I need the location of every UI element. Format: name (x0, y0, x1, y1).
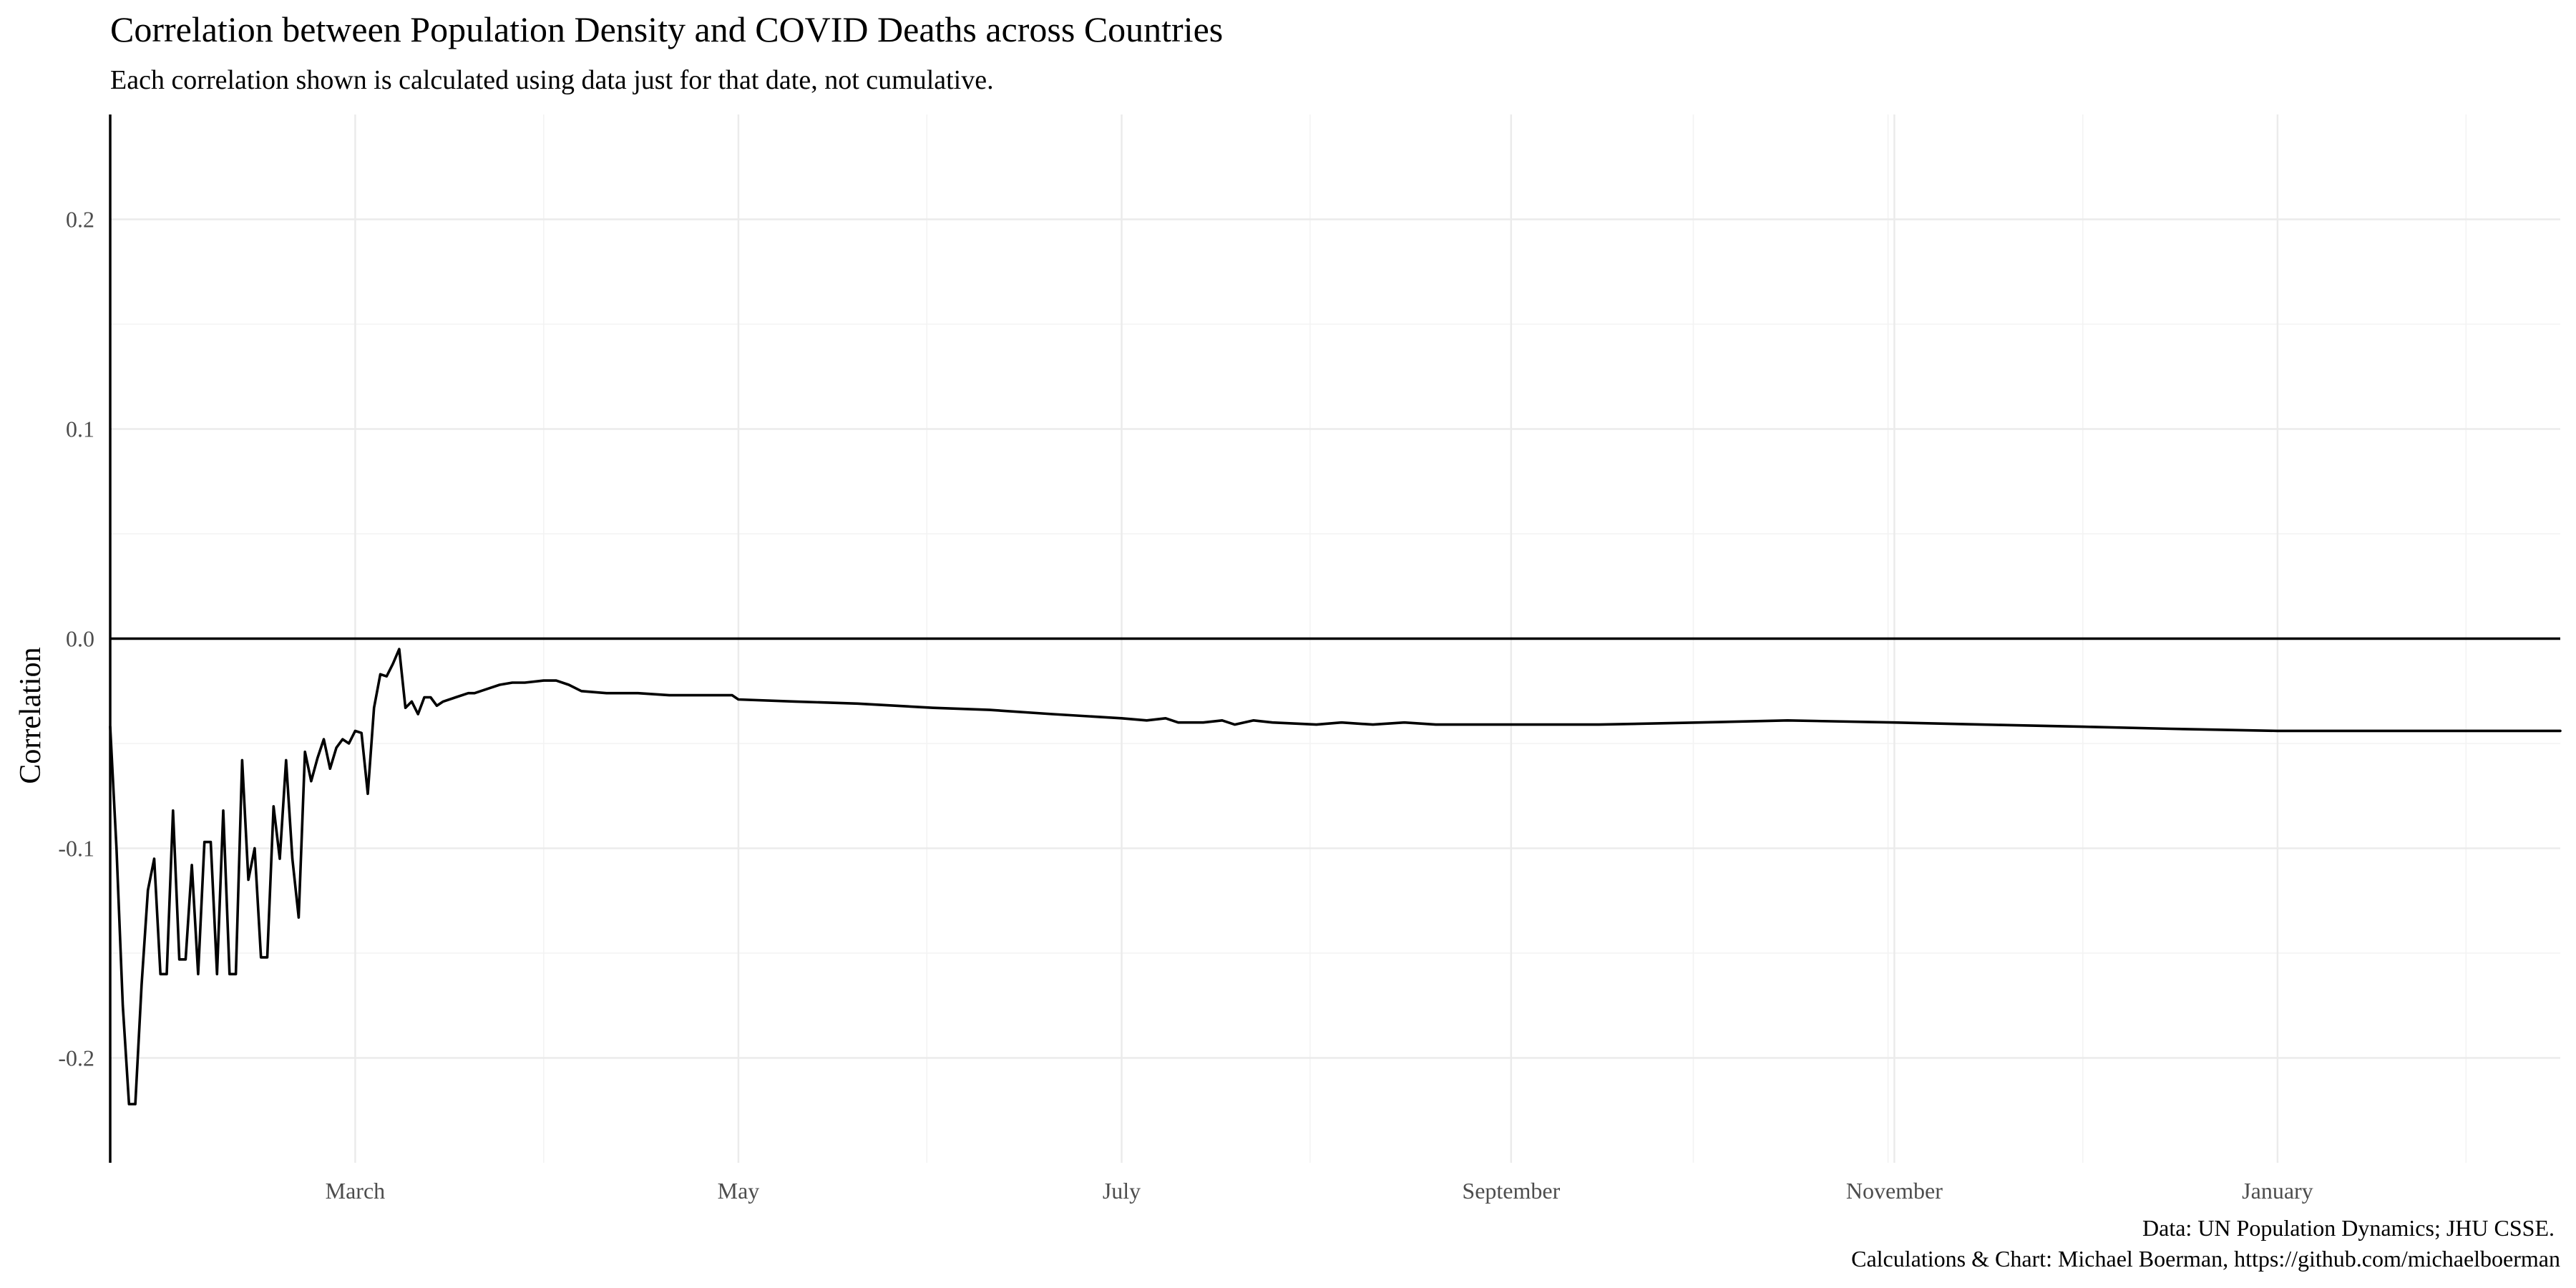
x-tick-label: September (1462, 1178, 1560, 1204)
x-tick-label: March (326, 1178, 386, 1204)
chart-title: Correlation between Population Density a… (110, 9, 1223, 49)
y-axis-tick-labels: -0.2 -0.1 0.0 0.1 0.2 (58, 207, 94, 1071)
x-axis-tick-labels: March May July September November January (326, 1178, 2313, 1204)
x-tick-label: November (1846, 1178, 1943, 1204)
chart-subtitle: Each correlation shown is calculated usi… (110, 65, 994, 95)
caption-data-source: Data: UN Population Dynamics; JHU CSSE. (2142, 1215, 2555, 1241)
y-tick-label: 0.1 (66, 416, 94, 442)
y-tick-label: 0.0 (66, 626, 94, 652)
correlation-series-line (109, 648, 2562, 1106)
y-tick-label: 0.2 (66, 207, 94, 233)
x-tick-label: July (1103, 1178, 1141, 1204)
x-tick-label: May (718, 1178, 760, 1204)
y-tick-label: -0.1 (58, 836, 94, 862)
x-tick-label: January (2242, 1178, 2313, 1204)
caption-credit: Calculations & Chart: Michael Boerman, h… (1851, 1246, 2560, 1272)
y-tick-label: -0.2 (58, 1045, 94, 1071)
series-lines (109, 648, 2562, 1106)
axes (109, 114, 2560, 1163)
y-axis-title: Correlation (14, 647, 47, 784)
